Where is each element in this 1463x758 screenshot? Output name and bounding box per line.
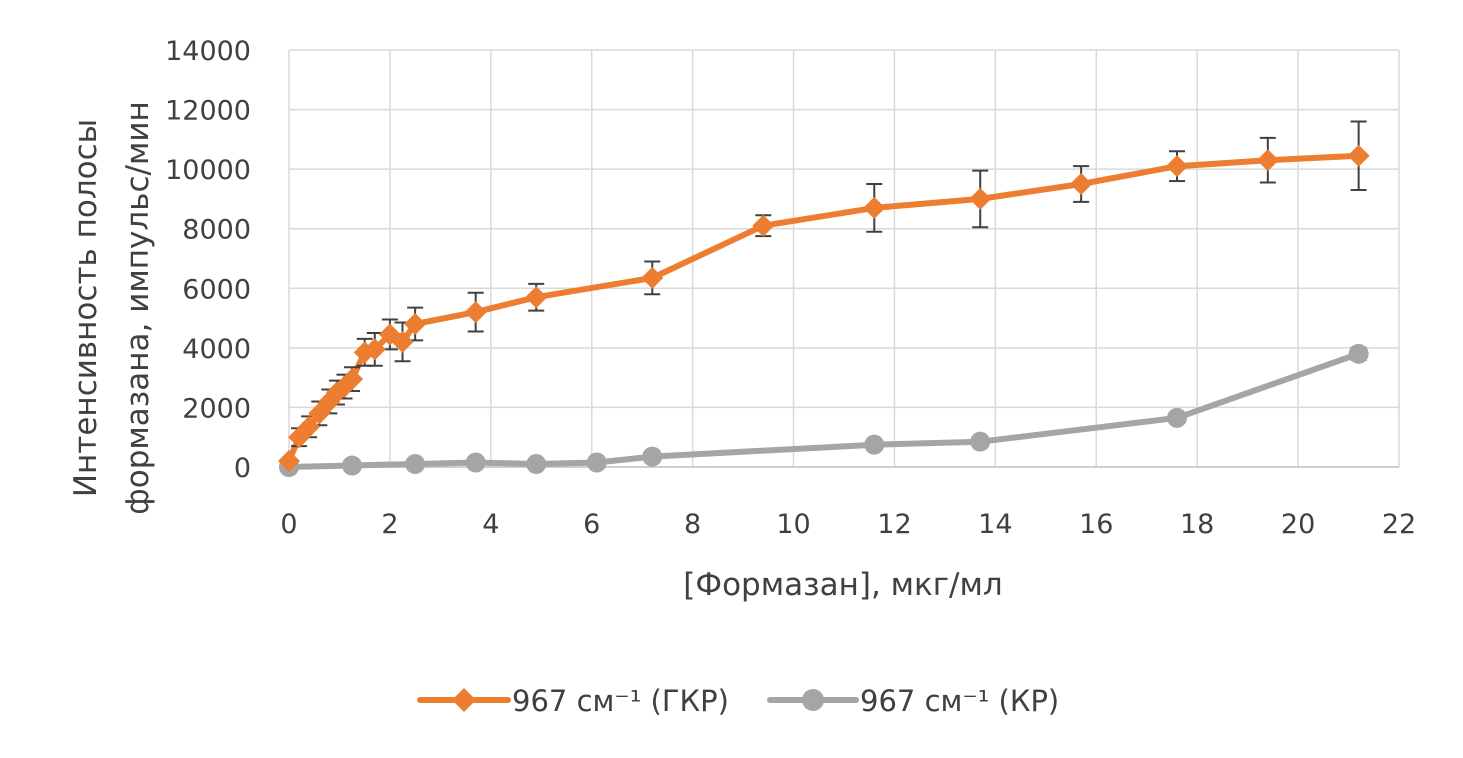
x-axis-ticks: 0 2 4 6 8 10 12 14 16 18 20 22 (280, 509, 1416, 540)
data-point (1348, 343, 1369, 364)
data-point (1256, 149, 1279, 172)
data-point (1166, 155, 1188, 178)
y-axis-ticks: 0 2000 4000 6000 8000 10000 12000 14000 (165, 36, 251, 484)
data-point (864, 434, 885, 455)
x-tick-label-2: 4 (482, 509, 499, 540)
data-point (586, 452, 607, 473)
series-0 (278, 120, 1370, 473)
y-tick-label-1: 2000 (182, 393, 251, 424)
data-point (363, 338, 386, 361)
data-point (525, 286, 548, 309)
data-point (278, 450, 300, 473)
data-point (863, 196, 886, 219)
legend-item-1: 967 см⁻¹ (КР) (767, 684, 1059, 718)
x-tick-label-6: 12 (877, 509, 911, 540)
y-tick-label-7: 14000 (165, 36, 251, 67)
data-point (642, 446, 663, 467)
data-point (641, 266, 664, 289)
y-axis-title-line2: формазана, импульс/мин (120, 101, 156, 515)
grid (288, 49, 1400, 468)
x-tick-label-0: 0 (280, 509, 297, 540)
data-point (1347, 144, 1370, 167)
data-point (752, 214, 775, 237)
data-point (298, 415, 321, 438)
data-point (526, 454, 547, 475)
plot-series (278, 120, 1370, 477)
y-tick-label-6: 12000 (165, 96, 251, 127)
series-1 (279, 343, 1369, 477)
y-tick-label-4: 8000 (182, 215, 251, 246)
y-tick-label-3: 6000 (182, 274, 251, 305)
y-tick-label-5: 10000 (165, 155, 251, 186)
data-point (970, 431, 991, 452)
legend-item-0: 967 см⁻¹ (ГКР) (417, 684, 729, 718)
x-tick-label-10: 20 (1281, 509, 1315, 540)
data-point (465, 452, 486, 473)
y-tick-label-2: 4000 (182, 334, 251, 365)
series-line-0 (286, 152, 1362, 464)
legend-marker-diamond (452, 688, 476, 712)
data-point (1167, 407, 1187, 428)
x-tick-label-1: 2 (381, 509, 398, 540)
x-tick-label-7: 14 (978, 509, 1012, 540)
data-point (405, 454, 426, 475)
data-point (464, 301, 487, 324)
y-axis-title-line1: Интенсивность полосы (68, 119, 104, 497)
data-point (404, 313, 427, 336)
data-point (308, 402, 331, 425)
data-point (969, 187, 992, 210)
legend-label-1: 967 см⁻¹ (КР) (860, 684, 1059, 718)
y-tick-label-0: 0 (234, 453, 251, 484)
data-point (1070, 173, 1093, 196)
data-point (391, 330, 414, 353)
x-tick-label-11: 22 (1382, 509, 1416, 540)
legend-label-0: 967 см⁻¹ (ГКР) (512, 684, 729, 718)
data-point (341, 368, 364, 391)
x-tick-label-8: 16 (1079, 509, 1113, 540)
x-tick-label-5: 10 (776, 509, 810, 540)
x-axis-title: [Формазан], мкг/мл (683, 567, 1002, 603)
data-point (342, 455, 363, 476)
legend-marker-circle (802, 689, 824, 711)
legend: 967 см⁻¹ (ГКР) 967 см⁻¹ (КР) (417, 684, 1059, 718)
x-tick-label-3: 6 (583, 509, 600, 540)
x-tick-label-4: 8 (684, 509, 701, 540)
x-tick-label-9: 18 (1180, 509, 1214, 540)
series-line-1 (286, 350, 1362, 470)
